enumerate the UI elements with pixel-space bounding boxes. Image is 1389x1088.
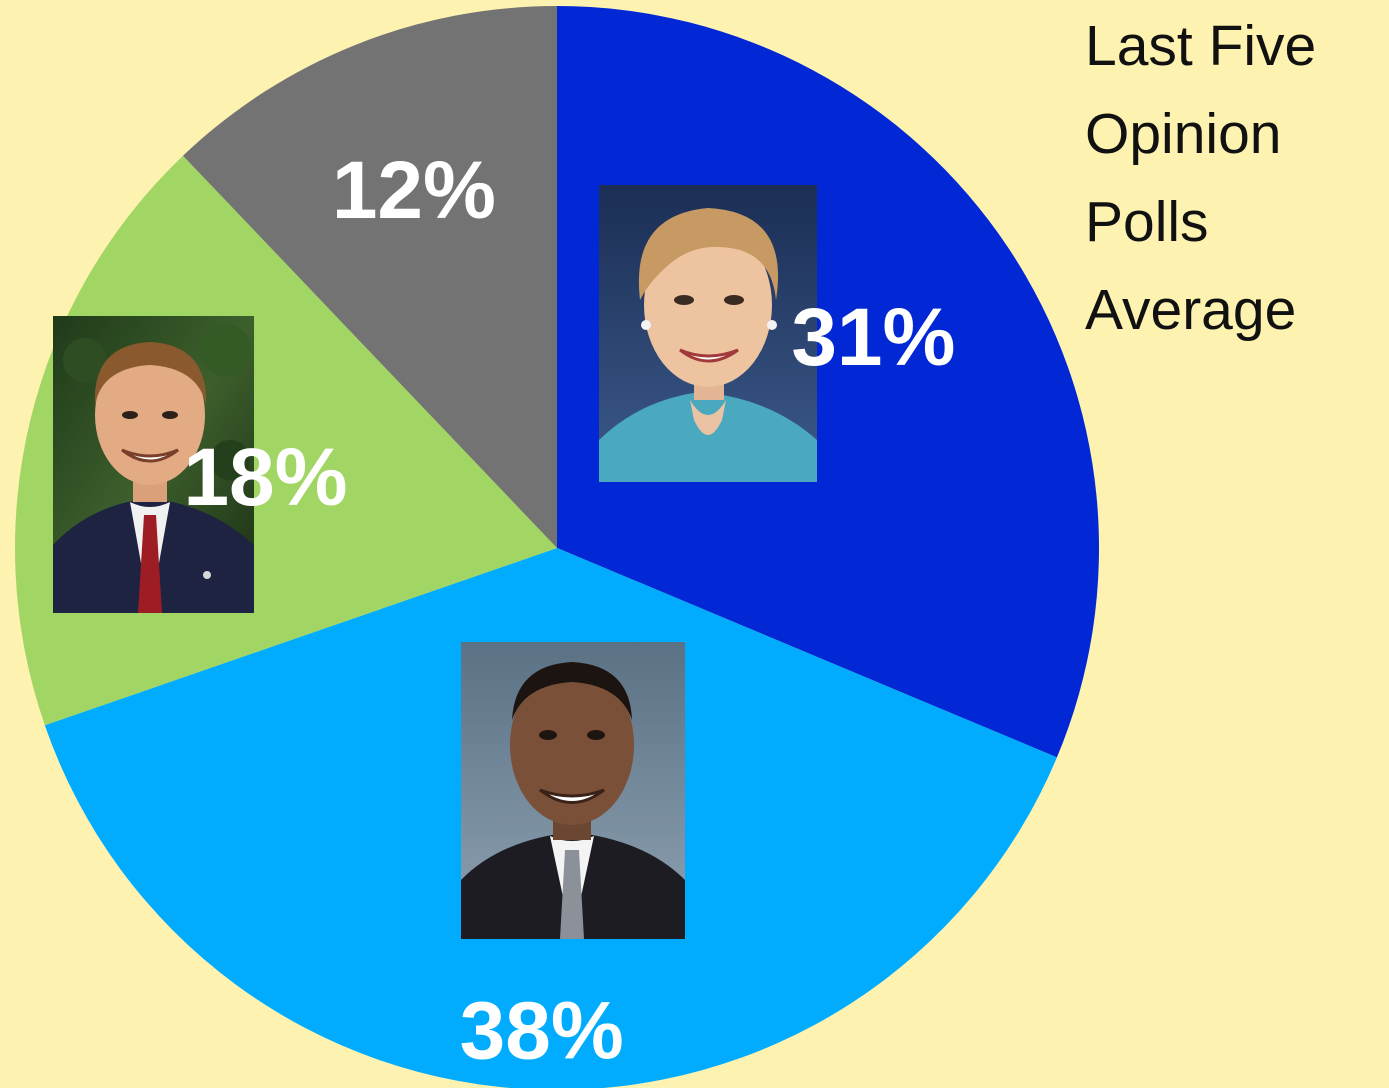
photo-portrait-man-red-tie (53, 316, 254, 613)
slice-label-18: 18% (183, 432, 347, 523)
slice-label-38: 38% (460, 985, 624, 1076)
pie-slice-12 (182, 6, 558, 548)
pie-slices (15, 6, 1100, 1088)
photo-portrait-man-dark-suit (461, 642, 685, 939)
slice-label-12: 12% (332, 145, 496, 236)
slice-label-31: 31% (791, 292, 955, 383)
photo-portrait-woman (599, 185, 817, 482)
chart-title: Last Five Opinion Polls Average (1085, 14, 1317, 342)
slice-labels: 31% 38% 18% 12% (183, 145, 955, 1076)
